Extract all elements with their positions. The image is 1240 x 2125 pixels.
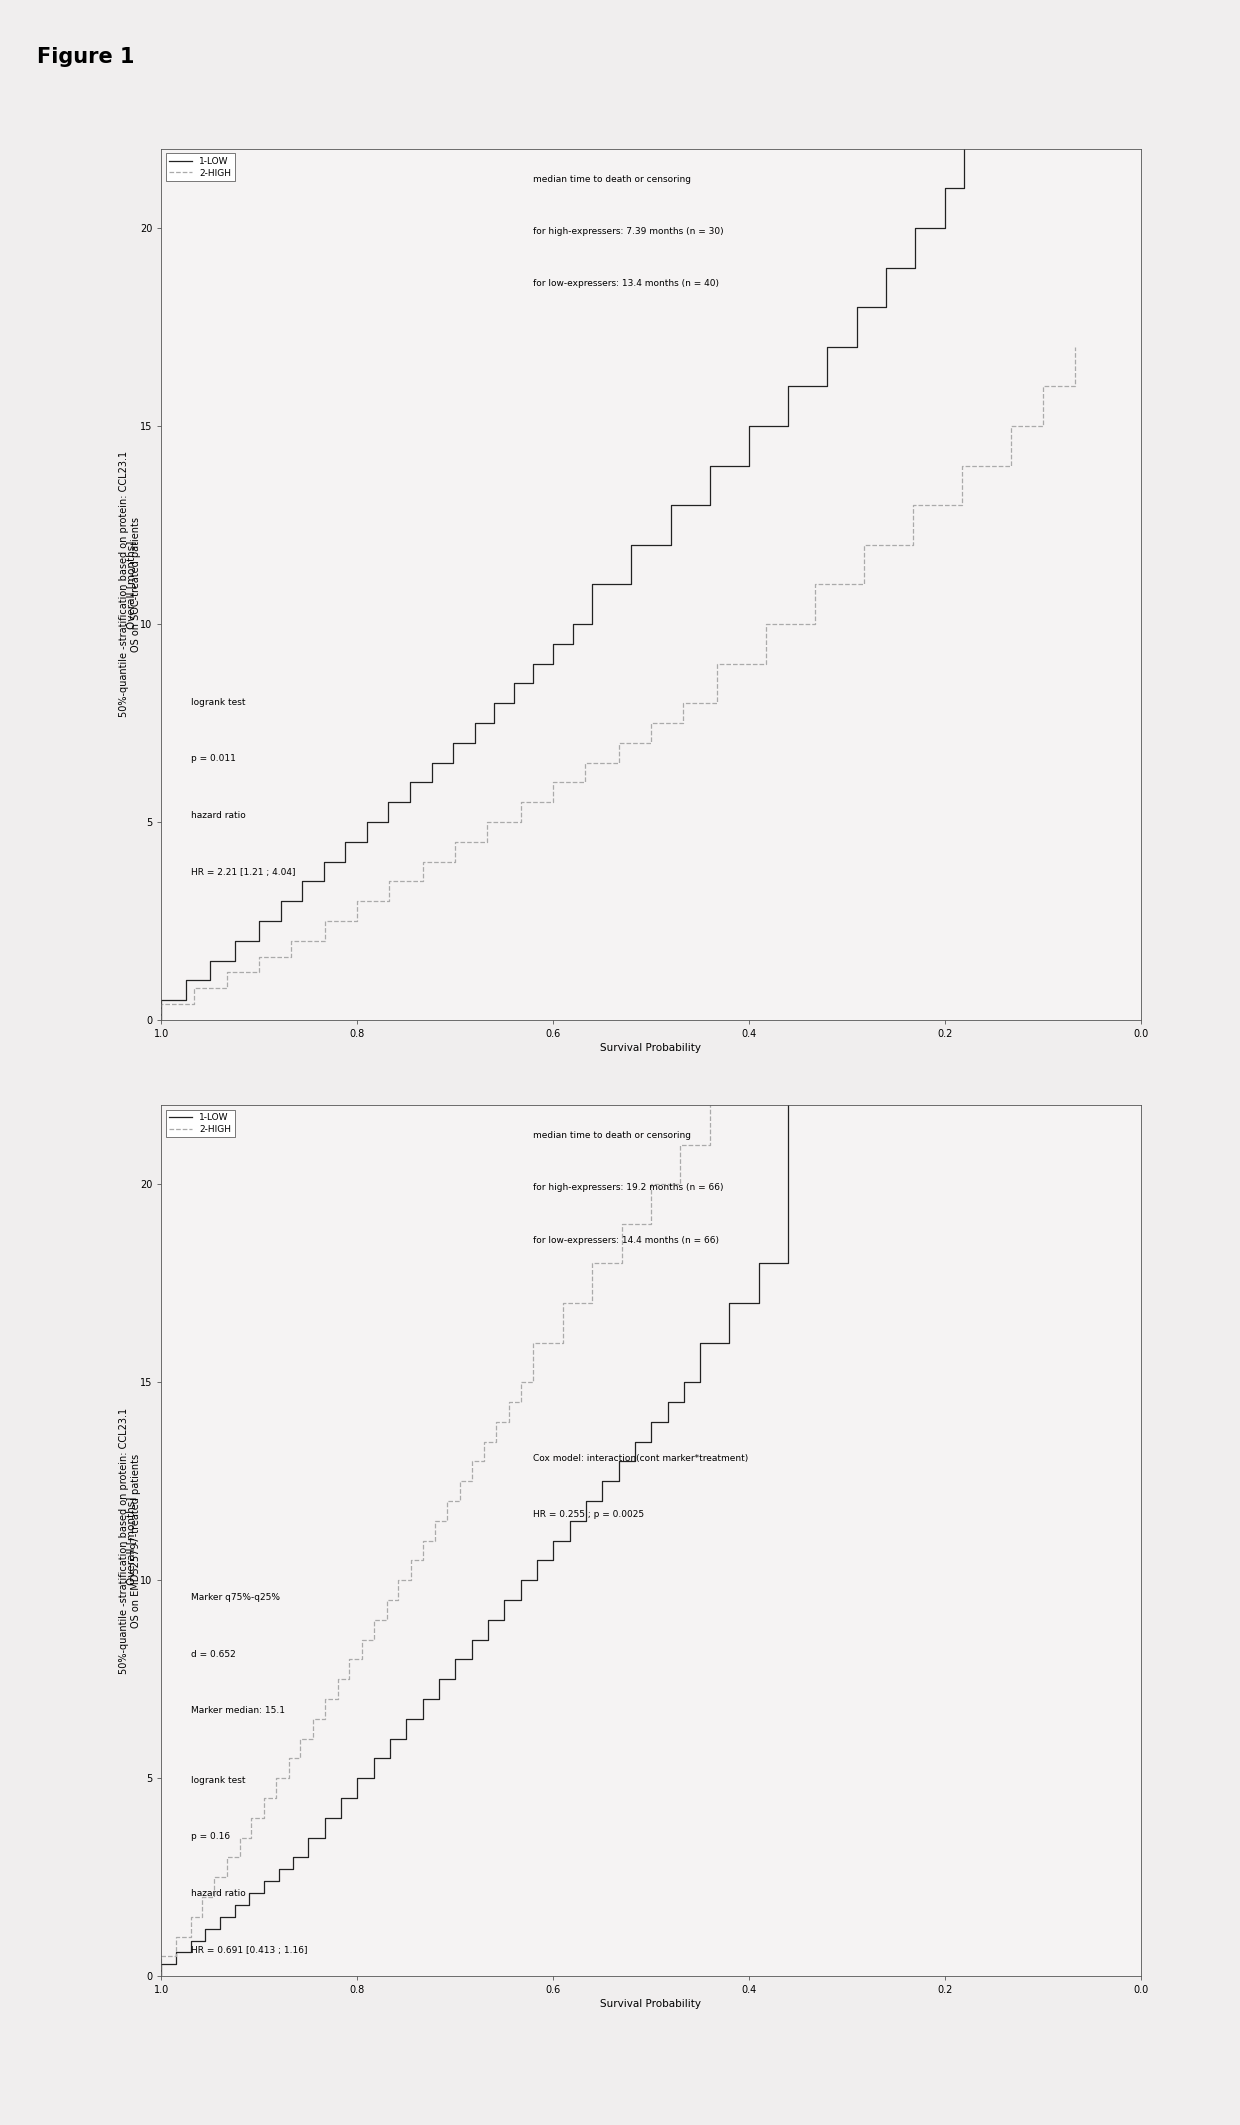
Text: logrank test: logrank test — [191, 697, 246, 708]
Legend: 1-LOW, 2-HIGH: 1-LOW, 2-HIGH — [166, 1109, 234, 1137]
Text: median time to death or censoring: median time to death or censoring — [533, 174, 692, 185]
Text: HR = 0.255 ; p = 0.0025: HR = 0.255 ; p = 0.0025 — [533, 1511, 645, 1519]
Text: for low-expressers: 14.4 months (n = 66): for low-expressers: 14.4 months (n = 66) — [533, 1235, 719, 1245]
Text: Cox model: interaction(cont marker*treatment): Cox model: interaction(cont marker*treat… — [533, 1454, 749, 1462]
Text: for high-expressers: 7.39 months (n = 30): for high-expressers: 7.39 months (n = 30… — [533, 227, 724, 236]
Text: p = 0.011: p = 0.011 — [191, 754, 236, 763]
Text: hazard ratio: hazard ratio — [191, 812, 246, 820]
Text: median time to death or censoring: median time to death or censoring — [533, 1130, 692, 1141]
Text: d = 0.652: d = 0.652 — [191, 1649, 236, 1658]
Text: Marker median: 15.1: Marker median: 15.1 — [191, 1706, 285, 1715]
Text: 50%-quantile -stratification based on protein: CCL23.1
OS on EMD525797-treated p: 50%-quantile -stratification based on pr… — [119, 1407, 141, 1674]
Text: logrank test: logrank test — [191, 1776, 246, 1785]
Legend: 1-LOW, 2-HIGH: 1-LOW, 2-HIGH — [166, 153, 234, 181]
Text: for low-expressers: 13.4 months (n = 40): for low-expressers: 13.4 months (n = 40) — [533, 280, 719, 289]
Text: Figure 1: Figure 1 — [37, 47, 135, 66]
Text: 50%-quantile -stratification based on protein: CCL23.1
OS on SOC-treated patient: 50%-quantile -stratification based on pr… — [119, 450, 141, 718]
X-axis label: Survival Probability: Survival Probability — [600, 2000, 702, 2010]
Text: HR = 0.691 [0.413 ; 1.16]: HR = 0.691 [0.413 ; 1.16] — [191, 1946, 308, 1955]
Text: HR = 2.21 [1.21 ; 4.04]: HR = 2.21 [1.21 ; 4.04] — [191, 867, 295, 876]
X-axis label: Survival Probability: Survival Probability — [600, 1043, 702, 1054]
Text: p = 0.16: p = 0.16 — [191, 1832, 229, 1842]
Y-axis label: Overall [months]: Overall [months] — [125, 540, 135, 629]
Text: Marker q75%-q25%: Marker q75%-q25% — [191, 1594, 279, 1602]
Text: hazard ratio: hazard ratio — [191, 1889, 246, 1898]
Y-axis label: Overall [months]: Overall [months] — [125, 1496, 135, 1585]
Text: for high-expressers: 19.2 months (n = 66): for high-expressers: 19.2 months (n = 66… — [533, 1184, 724, 1192]
